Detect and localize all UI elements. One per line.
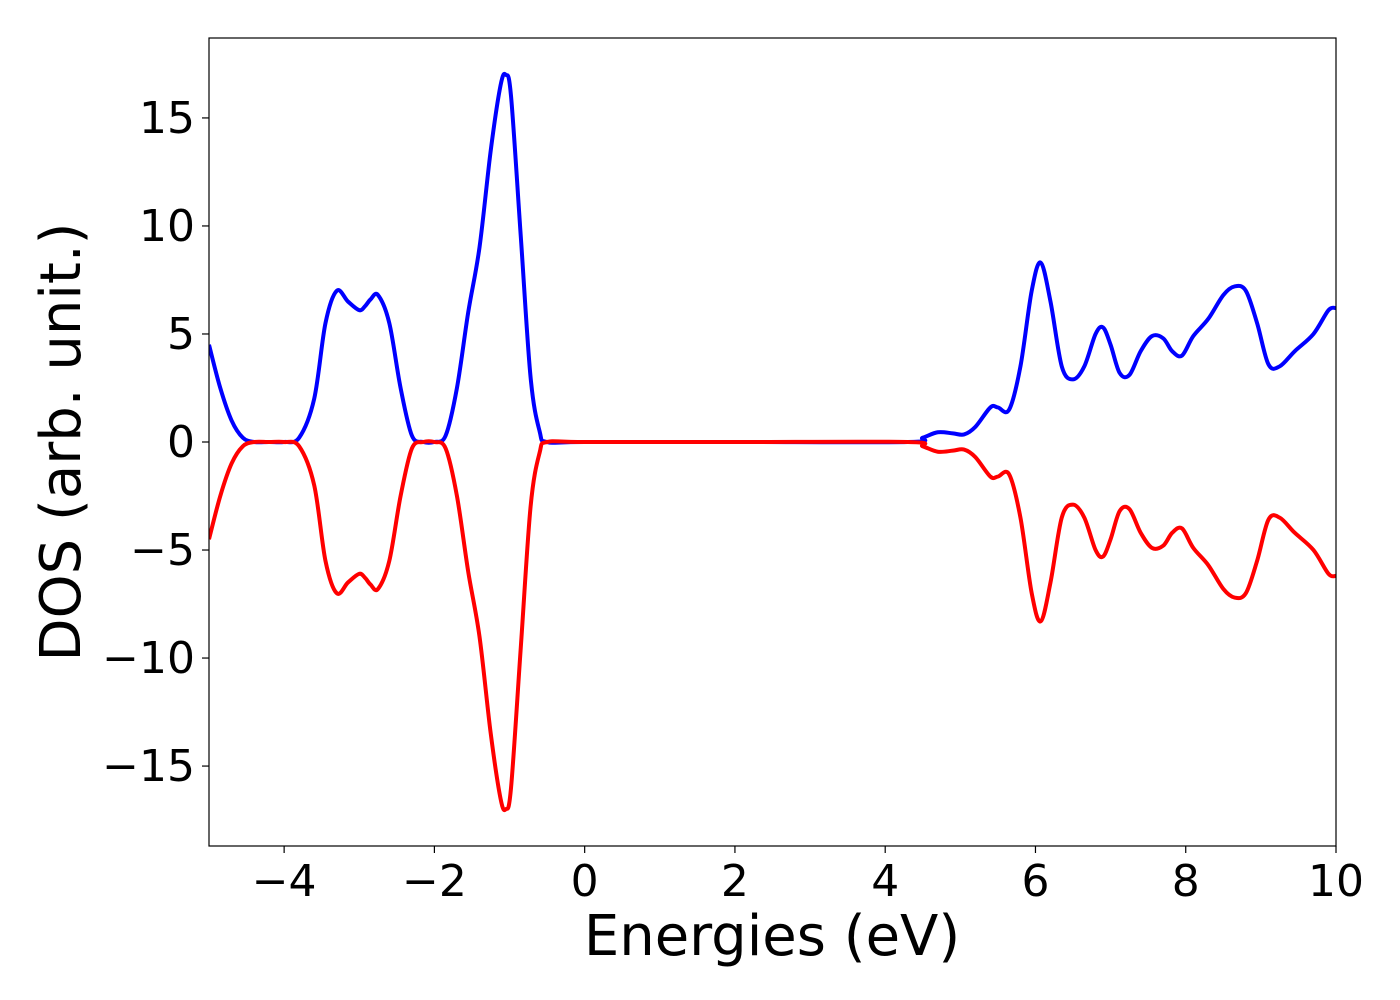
x-tick-label: 0 bbox=[571, 856, 599, 907]
x-axis-ticks: −4 −2 0 2 4 6 8 10 bbox=[252, 846, 1364, 907]
x-tick-label: 10 bbox=[1308, 856, 1364, 907]
x-tick-label: 4 bbox=[871, 856, 899, 907]
y-tick-label: −15 bbox=[102, 741, 195, 792]
x-axis-label: Energies (eV) bbox=[584, 904, 960, 969]
y-tick-label: −5 bbox=[130, 525, 195, 576]
series-layer bbox=[209, 71, 1336, 813]
x-tick-label: −2 bbox=[402, 856, 467, 907]
y-axis-label: DOS (arb. unit.) bbox=[29, 222, 94, 661]
y-tick-label: 10 bbox=[139, 201, 195, 252]
x-tick-label: 8 bbox=[1172, 856, 1200, 907]
y-tick-label: 15 bbox=[139, 93, 195, 144]
y-tick-label: 0 bbox=[167, 417, 195, 468]
dos-series-line-2 bbox=[209, 439, 1336, 813]
y-axis-ticks: −15 −10 −5 0 5 10 15 bbox=[102, 93, 209, 792]
y-tick-label: 5 bbox=[167, 309, 195, 360]
y-tick-label: −10 bbox=[102, 633, 195, 684]
x-tick-label: 2 bbox=[721, 856, 749, 907]
x-tick-label: 6 bbox=[1021, 856, 1049, 907]
x-tick-label: −4 bbox=[252, 856, 317, 907]
